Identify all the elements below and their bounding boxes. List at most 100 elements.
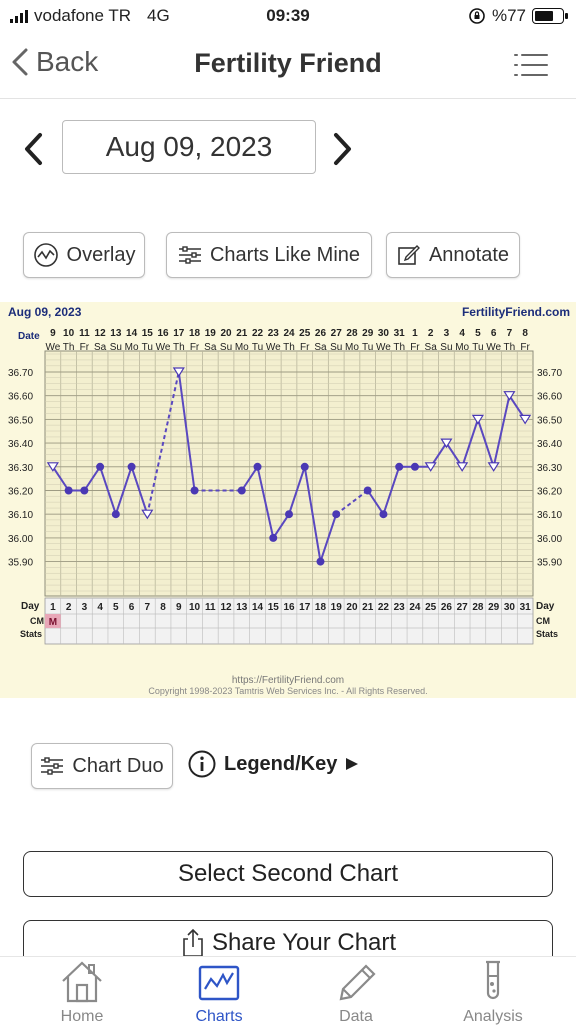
back-label: Back [36,46,99,77]
weekday-label: Su [110,342,122,353]
chart-duo-button[interactable]: Chart Duo [31,743,173,789]
chart-source-url: https://FertilityFriend.com [232,675,344,686]
stats-row-label-left: Stats [20,629,42,639]
cycle-day-label: 11 [205,602,216,613]
temp-point [285,510,293,519]
back-button[interactable]: Back [10,46,98,78]
date-label: 3 [444,328,450,339]
charts-like-mine-label: Charts Like Mine [209,243,361,266]
cm-mark: M [49,617,57,628]
day-row-label-left: Day [21,601,40,612]
cycle-day-label: 5 [113,602,119,613]
temp-line [272,513,290,539]
date-label: 15 [142,328,154,339]
navigation-bar: Back Fertility Friend [0,34,576,99]
previous-date-button[interactable] [22,132,44,166]
cycle-day-label: 12 [220,602,232,613]
chart-brand: FertilityFriend.com [462,305,570,319]
cycle-day-label: 27 [457,602,469,613]
y-tick-label-right: 36.00 [537,534,562,545]
date-label: 25 [299,328,311,339]
temp-line [177,371,196,491]
y-tick-label-left: 36.40 [8,439,33,450]
y-tick-label-right: 36.10 [537,510,562,521]
temp-point [127,462,136,471]
legend-key-link[interactable]: Legend/Key [188,750,359,778]
status-left: vodafone TR 4G [10,6,170,26]
date-label: 7 [507,328,513,339]
temp-line [288,466,306,515]
temp-point-excluded [46,462,59,472]
tab-analysis[interactable]: Analysis [438,959,548,1026]
date-label: 27 [331,328,343,339]
y-tick-label-left: 36.20 [8,487,33,498]
temp-point [80,486,89,495]
cycle-day-label: 25 [425,602,437,613]
date-field[interactable]: Aug 09, 2023 [62,120,316,174]
weekday-label: We [486,342,501,353]
select-second-chart-button[interactable]: Select Second Chart [23,851,553,897]
temp-point [64,486,73,495]
share-chart-label: Share Your Chart [211,929,397,956]
cm-row-label-right: CM [536,616,550,626]
info-icon [188,750,216,778]
list-menu-icon[interactable] [514,52,548,78]
temp-point-excluded [456,462,469,472]
next-date-button[interactable] [332,132,354,166]
overlay-button[interactable]: Overlay [23,232,145,278]
weekday-label: Th [504,342,516,353]
sliders-icon [41,757,64,775]
temp-point [410,462,419,471]
y-tick-label-left: 36.70 [8,368,33,379]
tab-bar: Home Charts Data Analysis [0,956,576,1025]
cycle-day-label: 4 [97,602,103,613]
plot-area [44,350,534,597]
date-label: 5 [475,328,481,339]
annotate-label: Annotate [428,243,510,266]
battery-percent: %77 [491,6,526,25]
temp-point [300,462,309,471]
chart-copyright: Copyright 1998-2023 Tamtris Web Services… [148,686,427,696]
chart-date: Aug 09, 2023 [8,305,82,319]
temp-point-excluded [172,367,185,378]
temp-line [83,466,101,492]
tab-home[interactable]: Home [27,959,137,1026]
tab-charts[interactable]: Charts [164,959,274,1026]
temp-point [363,486,372,495]
clock: 09:39 [266,6,310,25]
overlay-icon [33,243,58,267]
y-tick-label-left: 36.00 [8,534,33,545]
charts-like-mine-button[interactable]: Charts Like Mine [166,232,372,278]
date-label: 23 [268,328,280,339]
temp-line [240,466,259,492]
test-tube-icon [486,960,500,1000]
tab-charts-label: Charts [195,1008,243,1025]
y-tick-label-right: 35.90 [537,558,562,569]
temp-point [111,510,120,519]
weekday-label: Tu [252,342,263,353]
chart-duo-label: Chart Duo [72,754,164,777]
y-tick-label-right: 36.30 [537,463,562,474]
weekday-label: Mo [125,342,139,353]
weekday-label: Su [220,342,232,353]
cm-row-label-left: CM [30,616,44,626]
play-arrow-icon [346,758,359,770]
status-bar: vodafone TR 4G 09:39 %77 [0,0,576,34]
temp-point [96,462,105,471]
y-tick-label-right: 36.40 [537,439,562,450]
annotate-button[interactable]: Annotate [386,232,520,278]
temp-point [395,462,404,471]
cycle-day-label: 10 [189,602,201,613]
temp-point [332,510,341,519]
cycle-day-label: 2 [66,602,72,613]
cycle-day-label: 24 [409,602,421,613]
legend-key-label: Legend/Key [224,752,338,775]
cycle-day-label: 31 [520,602,532,613]
temp-point-excluded [519,414,532,425]
weekday-label: We [45,342,60,353]
battery-icon [532,8,568,24]
pencil-icon [339,964,376,1001]
weekday-label: Mo [235,342,249,353]
tab-data[interactable]: Data [301,959,411,1026]
date-label: 18 [189,328,201,339]
